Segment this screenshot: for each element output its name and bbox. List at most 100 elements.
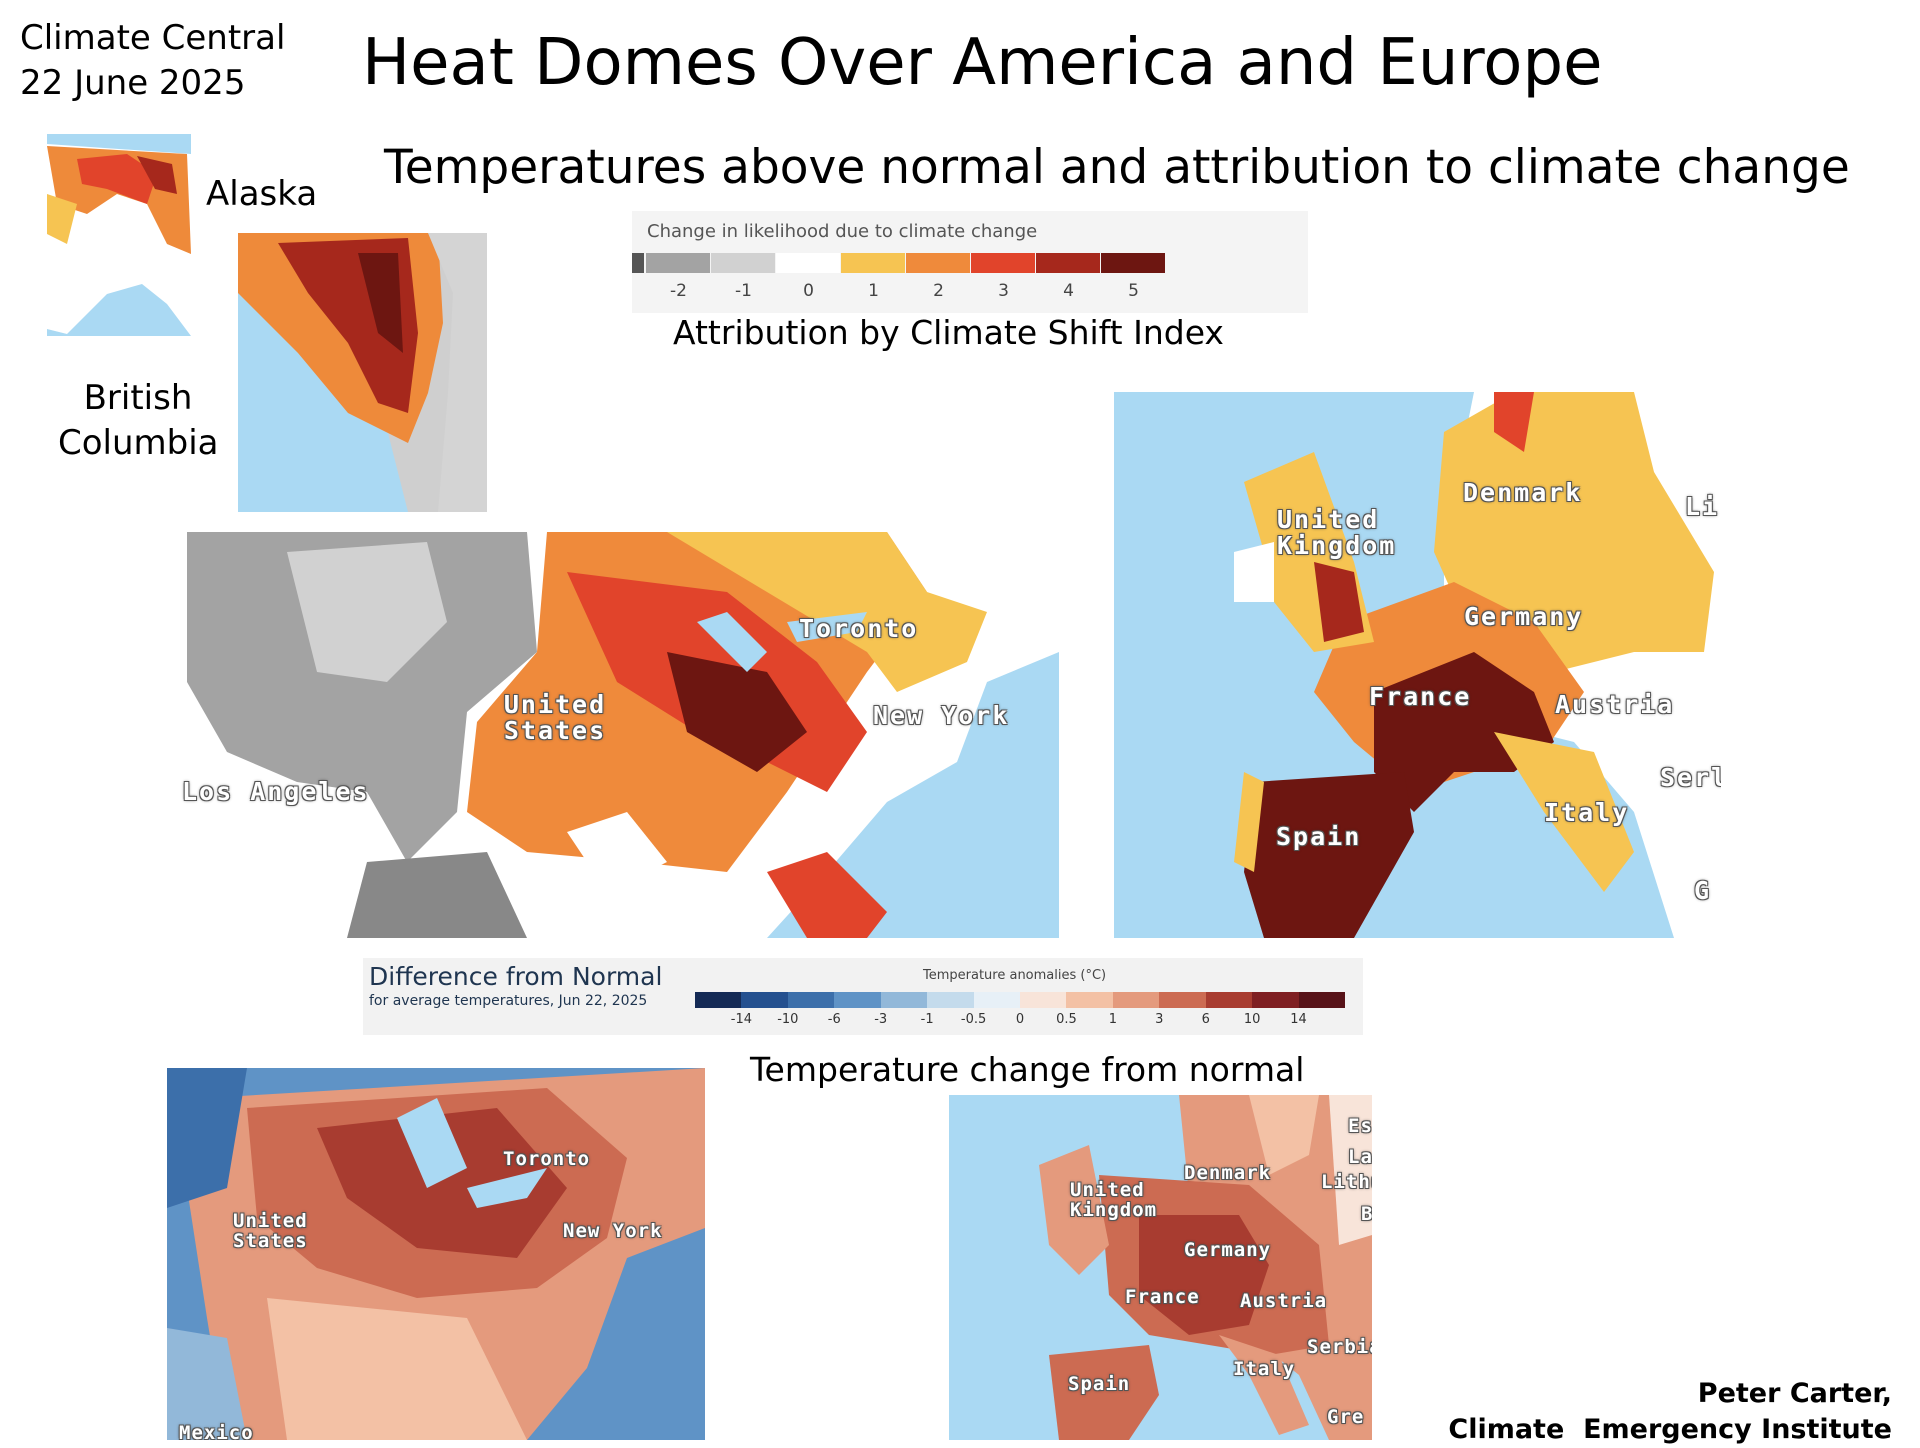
map-label: Denmark (1184, 1162, 1272, 1184)
bc-line: British (83, 378, 193, 418)
tick-label: -0.5 (960, 1012, 987, 1027)
map-label: Spain (1068, 1373, 1131, 1395)
map-label: Serbia (1307, 1336, 1372, 1358)
swatch (1252, 992, 1299, 1008)
swatch (1298, 992, 1345, 1008)
tick-label: 14 (1290, 1012, 1307, 1027)
tick-label: -1 (735, 281, 752, 301)
csi-europe-shape (1234, 392, 1721, 938)
alaska-map (47, 134, 191, 336)
source: Climate Central (20, 18, 286, 58)
tick-label: -3 (874, 1012, 888, 1027)
anomaly-caption: Temperature change from normal (750, 1050, 1305, 1089)
tick-label: 3 (1155, 1012, 1164, 1027)
map-label: G (1694, 876, 1712, 905)
tick-label: -1 (920, 1012, 934, 1027)
map-label: France (1125, 1286, 1200, 1308)
tick-label: 0 (1015, 1012, 1025, 1027)
tick-label: 0 (803, 281, 814, 301)
map-label: New York (563, 1220, 663, 1242)
csi-colorbar (632, 253, 1308, 273)
swatch (841, 253, 905, 273)
author: Peter Carter, (1697, 1378, 1892, 1409)
map-label: Li (1685, 492, 1720, 521)
map-label: Es (1348, 1115, 1372, 1137)
anomaly-legend: Difference from Normal for average tempe… (363, 958, 1363, 1035)
csi-us-map: United States Toronto New York Los Angel… (167, 532, 1059, 938)
map-label: Denmark (1463, 478, 1583, 507)
map-label: Los Angeles (182, 777, 370, 806)
tick-label: 1 (868, 281, 879, 301)
csi-ticks: -2 -1 0 1 2 3 4 5 (632, 281, 1308, 305)
subtitle: Temperatures above normal and attributio… (384, 140, 1850, 195)
map-label: Mexico (179, 1422, 254, 1440)
map-label: Toronto (503, 1148, 591, 1170)
footer: Peter Carter, Climate Emergency Institut… (1448, 1376, 1892, 1448)
tick-label: 0.5 (1056, 1012, 1077, 1027)
swatch (1205, 992, 1253, 1008)
anomaly-ticks: -14 -10 -6 -3 -1 -0.5 0 0.5 1 3 6 10 14 (695, 1012, 1345, 1030)
swatch (695, 992, 742, 1008)
map-label: Austria (1555, 690, 1675, 719)
tick-label: 1 (1108, 1012, 1117, 1027)
swatch (1066, 992, 1113, 1008)
anomaly-legend-subtitle: for average temperatures, Jun 22, 2025 (369, 993, 648, 1009)
tick-label: 6 (1201, 1012, 1210, 1027)
organization: Climate Emergency Institute (1448, 1414, 1892, 1445)
tick-label: 5 (1128, 281, 1139, 301)
swatch (1036, 253, 1100, 273)
swatch (971, 253, 1035, 273)
swatch (1020, 992, 1067, 1008)
anomaly-us-shape (167, 1068, 705, 1440)
map-label: Gre (1327, 1406, 1365, 1428)
map-label: Serl (1660, 763, 1721, 792)
map-label: Austria (1240, 1290, 1328, 1312)
csi-legend-title: Change in likelihood due to climate chan… (647, 221, 1038, 242)
tick-label: 3 (998, 281, 1009, 301)
bc-map (238, 233, 487, 512)
map-label: Lithu (1321, 1171, 1372, 1193)
csi-europe-map: United Kingdom Denmark Li Germany France… (1114, 392, 1721, 938)
swatch (632, 253, 644, 273)
swatch (1159, 992, 1206, 1008)
swatch (880, 992, 928, 1008)
title: Heat Domes Over America and Europe (362, 26, 1603, 100)
swatch (711, 253, 775, 273)
swatch (1112, 992, 1160, 1008)
map-label: United States (503, 690, 607, 746)
tick-label: 4 (1063, 281, 1074, 301)
map-label: B (1361, 1203, 1372, 1225)
csi-us-shape (167, 532, 1059, 938)
anomaly-legend-title: Difference from Normal (369, 962, 663, 991)
map-label: La (1348, 1146, 1372, 1168)
map-label: Germany (1464, 602, 1584, 631)
anomaly-colorbar (695, 992, 1345, 1008)
map-label: United Kingdom (1070, 1179, 1158, 1221)
bc-shape (238, 233, 487, 512)
map-label: Spain (1276, 822, 1362, 851)
swatch (973, 992, 1020, 1008)
map-label: United Kingdom (1277, 505, 1397, 561)
swatch (776, 253, 840, 273)
map-label: United States (233, 1210, 308, 1252)
anomaly-scale-title: Temperature anomalies (°C) (923, 968, 1107, 983)
csi-caption: Attribution by Climate Shift Index (673, 313, 1224, 352)
map-label: Toronto (799, 614, 919, 643)
swatch (927, 992, 974, 1008)
alaska-shape (47, 144, 191, 336)
anomaly-europe-map: Es La Lithu B Denmark United Kingdom Ger… (949, 1095, 1372, 1440)
swatch (1101, 253, 1165, 273)
swatch (906, 253, 970, 273)
csi-legend: Change in likelihood due to climate chan… (632, 211, 1308, 313)
bc-line: Columbia (58, 423, 219, 463)
tick-label: 2 (933, 281, 944, 301)
tick-label: -10 (777, 1012, 799, 1027)
map-label: New York (873, 701, 1010, 730)
tick-label: -6 (827, 1012, 841, 1027)
date: 22 June 2025 (20, 63, 246, 103)
anomaly-europe-shape (1039, 1095, 1372, 1440)
swatch (646, 253, 710, 273)
swatch (741, 992, 788, 1008)
tick-label: 10 (1243, 1012, 1261, 1027)
